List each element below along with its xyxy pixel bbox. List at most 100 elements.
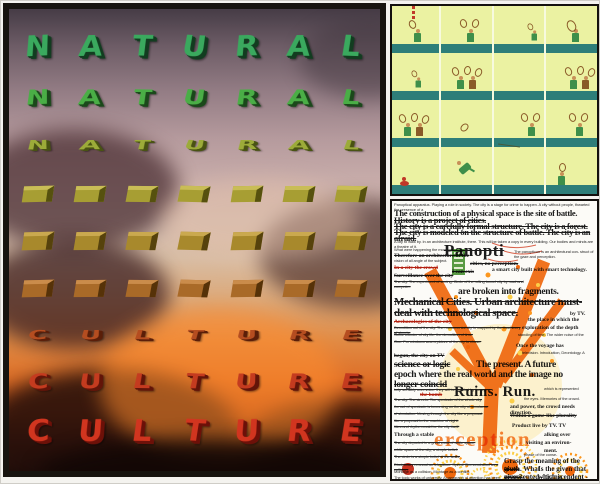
letter-cell: L: [330, 77, 372, 117]
letter-3d: E: [338, 416, 363, 447]
letter-3d: R: [233, 33, 258, 62]
letter-cell: [330, 174, 372, 214]
letter-cell: L: [121, 361, 163, 401]
collage-text-line: The circle is a simple belief of the wal…: [394, 455, 494, 460]
letter-row: NATURAL: [17, 125, 372, 165]
letter-block: [282, 280, 315, 297]
letter-3d: L: [131, 371, 152, 392]
letter-3d: N: [24, 87, 50, 109]
letter-row: NATURAL: [17, 77, 372, 117]
letter-3d: A: [285, 87, 310, 108]
letter-cell: [173, 221, 215, 261]
letter-block: [74, 186, 107, 202]
letter-3d: U: [76, 371, 101, 392]
letter-cell: T: [173, 315, 215, 355]
letter-row: C U L T U RE: [17, 361, 372, 401]
letter-cell: [226, 268, 268, 308]
collage-text-line: the place in which the: [528, 317, 596, 323]
letter-3d: A: [77, 87, 101, 108]
letter-cell: U: [226, 361, 268, 401]
letter-cell: R: [278, 315, 320, 355]
letter-cell: T: [173, 361, 215, 401]
letter-cell: T: [121, 77, 163, 117]
letter-block: [178, 232, 211, 251]
cell-figure-single: [408, 25, 434, 45]
letter-3d: U: [233, 371, 258, 393]
letter-cell: [69, 268, 111, 308]
letter-3d: C: [25, 416, 50, 447]
collage-text-line: begun, the city on TV: [394, 353, 490, 359]
letter-cell: [278, 174, 320, 214]
collage-text-line: visiting an environ-: [526, 440, 596, 446]
letter-cell: [121, 268, 163, 308]
cell-figure-pair: [455, 72, 481, 92]
tennis-racket-icon: [420, 114, 430, 125]
letter-3d: R: [285, 417, 312, 447]
letter-cell: T: [121, 125, 163, 165]
letter-cell: N: [17, 77, 59, 117]
letter-3d: R: [285, 371, 310, 392]
cell-figure-tiny: [411, 74, 431, 90]
letter-cell: U: [69, 315, 111, 355]
letter-3d: N: [25, 139, 49, 153]
letter-3d: T: [130, 87, 153, 108]
letter-row: NATURAL: [17, 27, 372, 67]
letter-cell: E: [330, 315, 372, 355]
collage-text-line: The topic works of university. A paragra…: [394, 476, 514, 481]
letter-cell: [330, 268, 372, 308]
letter-block: [22, 279, 55, 297]
letter-cell: C: [17, 315, 59, 355]
letter-cell: A: [69, 77, 111, 117]
letter-cell: [278, 221, 320, 261]
letter-3d: N: [24, 33, 51, 63]
letter-3d: C: [26, 371, 49, 393]
collage-text-line: represented - transcendent - beyond: [504, 474, 598, 481]
letter-cell: A: [278, 27, 320, 67]
letter-cell: [17, 221, 59, 261]
letter-cell: [17, 174, 59, 214]
collage-text-line: The panopticon is an architectural con- …: [514, 250, 596, 260]
letter-3d: T: [182, 371, 206, 393]
letter-block: [74, 232, 107, 250]
tennis-racket-icon: [559, 163, 566, 172]
cell-figure-two_up: [459, 25, 485, 45]
letter-cell: R: [278, 361, 320, 401]
court-band: [392, 91, 597, 100]
letter-block: [126, 279, 159, 296]
letter-cell: [173, 268, 215, 308]
letter-cell: C: [17, 361, 59, 401]
letter-3d: L: [339, 33, 362, 62]
cell-figure-dive: [455, 159, 481, 179]
cell-figure-reach: [552, 168, 578, 188]
letter-cell: T: [121, 27, 163, 67]
letter-cell: [17, 268, 59, 308]
letter-cell: A: [69, 27, 111, 67]
letter-3d: A: [78, 139, 101, 152]
poster-collage-canvas: NATURALNATURALNATURALCULTURECULTURECULTU…: [0, 0, 600, 484]
cell-figure-two_up: [568, 119, 594, 139]
letter-cell: U: [226, 315, 268, 355]
cell-figure-pair: [568, 72, 594, 92]
letter-block: [74, 279, 107, 296]
letter-cell: E: [330, 361, 372, 401]
collage-text-line: television. Introduction, Deontology. A: [522, 351, 596, 356]
letter-row: CULTURE: [17, 315, 372, 355]
collage-text-line: a smart city built with smart technology…: [492, 267, 596, 273]
letter-block: [178, 279, 211, 297]
letter-3d: A: [285, 33, 311, 62]
letter-cell: A: [278, 125, 320, 165]
collage-text-line: the act of spectacle is becoming on the …: [394, 405, 506, 410]
letter-3d: L: [340, 139, 360, 152]
letter-3d: T: [131, 139, 152, 152]
cell-figure-red: [398, 178, 424, 196]
letter-block: [22, 186, 55, 203]
letter-block: [230, 279, 263, 297]
letter-cell: R: [226, 125, 268, 165]
letter-block: [22, 232, 55, 251]
cell-figure-scratch: [498, 141, 524, 161]
letter-row: [17, 221, 372, 261]
letter-cell: U: [173, 125, 215, 165]
collage-text-line: of simulation. Moving through the city l…: [394, 412, 506, 417]
letter-cell: L: [330, 27, 372, 67]
letter-block: [178, 186, 211, 203]
